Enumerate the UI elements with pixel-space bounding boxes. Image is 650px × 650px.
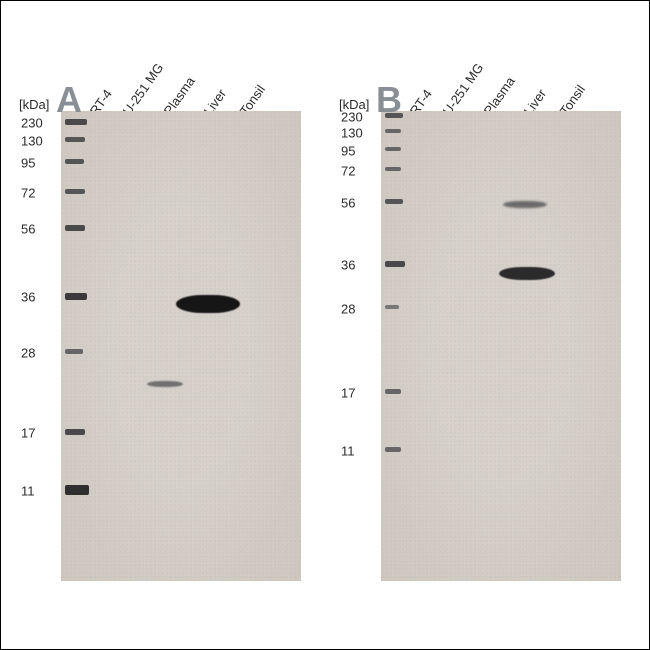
- kda-label: 11: [21, 484, 35, 499]
- kda-label: 56: [21, 222, 35, 237]
- kda-label: 95: [21, 156, 35, 171]
- blot-vignette: [381, 111, 621, 581]
- kda-label: 72: [21, 186, 35, 201]
- kda-label: 130: [341, 126, 363, 141]
- panel-a-title: A: [56, 79, 82, 121]
- lane-label: U-251 MG: [120, 60, 167, 118]
- signal-band: [176, 295, 240, 313]
- blot-a: [61, 111, 301, 581]
- ladder-band: [385, 167, 401, 171]
- ladder-band: [385, 261, 405, 267]
- ladder-band: [385, 199, 403, 204]
- ladder-band: [385, 129, 401, 133]
- ladder-band: [385, 305, 399, 309]
- ladder-band: [385, 389, 401, 394]
- ladder-band: [65, 429, 85, 435]
- ladder-band: [385, 447, 401, 452]
- signal-band: [147, 381, 183, 387]
- panel-a: A [kDa] 230 130 95 72 56 36 28 17 11 RT-…: [21, 61, 311, 621]
- ladder-band: [385, 147, 401, 151]
- kda-label: 72: [341, 164, 355, 179]
- kda-label: 17: [341, 386, 355, 401]
- kda-label: 36: [21, 290, 35, 305]
- figure-container: A [kDa] 230 130 95 72 56 36 28 17 11 RT-…: [0, 0, 650, 650]
- ladder-band: [65, 349, 83, 354]
- kda-label: 28: [21, 346, 35, 361]
- signal-band: [499, 267, 555, 280]
- ladder-band: [65, 293, 87, 300]
- kda-label: 17: [21, 426, 35, 441]
- ladder-band: [65, 189, 85, 194]
- kda-unit-label: [kDa]: [19, 97, 49, 112]
- kda-label: 130: [21, 134, 43, 149]
- kda-label: 230: [341, 110, 363, 125]
- blot-b: [381, 111, 621, 581]
- kda-label: 11: [341, 444, 355, 459]
- signal-band: [503, 201, 547, 208]
- panel-b: B [kDa] 230 130 95 72 56 36 28 17 11 RT-…: [341, 61, 631, 621]
- kda-label: 28: [341, 302, 355, 317]
- ladder-band: [65, 225, 85, 231]
- kda-label: 56: [341, 196, 355, 211]
- lane-label: U-251 MG: [440, 60, 487, 118]
- kda-label: 36: [341, 258, 355, 273]
- kda-label: 230: [21, 116, 43, 131]
- ladder-band: [65, 485, 89, 495]
- ladder-band: [65, 137, 85, 142]
- blot-vignette: [61, 111, 301, 581]
- panel-b-title: B: [376, 79, 402, 121]
- ladder-band: [65, 159, 84, 164]
- kda-label: 95: [341, 144, 355, 159]
